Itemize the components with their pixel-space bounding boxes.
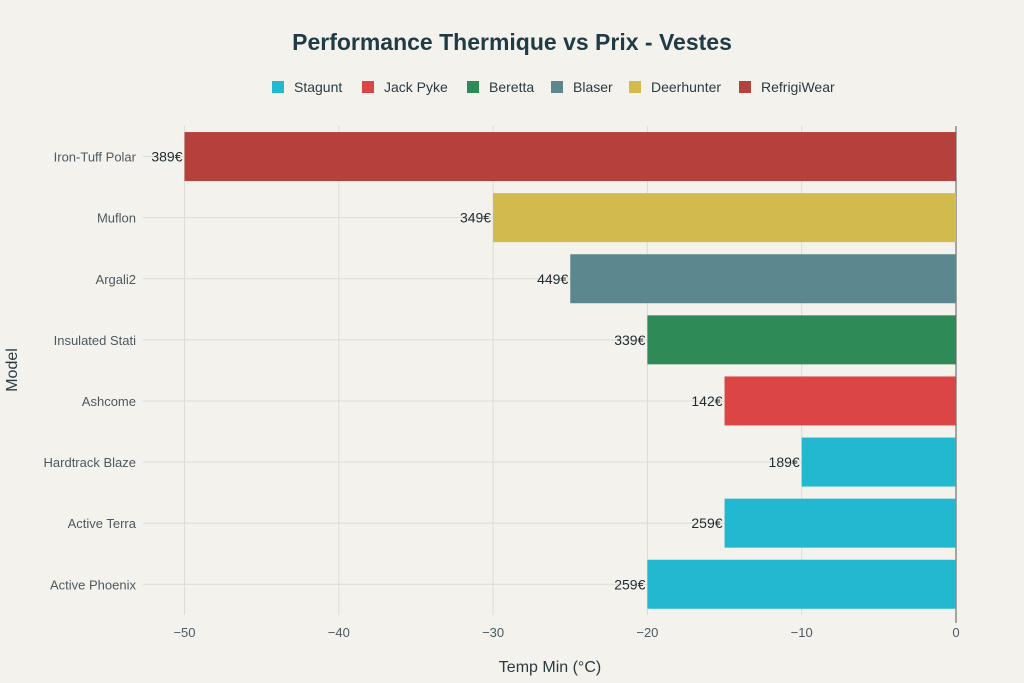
legend-swatch-blaser (551, 81, 563, 93)
bar-data-label: 142€ (691, 393, 722, 409)
legend-swatch-deerhunter (629, 81, 641, 93)
x-tick-label: −10 (791, 625, 813, 640)
legend: Stagunt Jack Pyke Beretta Blaser Deerhunter R… (272, 79, 835, 95)
y-axis-labels: Iron-Tuff Polar Muflon Argali2 Insulated St… (44, 150, 137, 593)
bar-data-label: 349€ (460, 210, 491, 226)
bar (493, 193, 956, 243)
bar (801, 437, 956, 487)
x-axis-labels: −50 −40 −30 −20 −10 0 (173, 625, 959, 640)
bar (647, 559, 956, 609)
y-axis-title: Model (4, 348, 21, 392)
bar (570, 254, 956, 304)
bar-data-label: 389€ (151, 149, 182, 165)
x-tick-label: −30 (482, 625, 504, 640)
bar (647, 315, 956, 365)
x-tick-label: −20 (636, 625, 658, 640)
bar-data-label: 189€ (769, 454, 800, 470)
bar-data-label: 449€ (537, 271, 568, 287)
y-tick-label: Active Terra (68, 516, 137, 531)
legend-swatch-beretta (467, 81, 479, 93)
y-tick-label: Insulated Stati (54, 333, 136, 348)
x-tick-label: −40 (328, 625, 350, 640)
legend-label: Deerhunter (651, 79, 721, 95)
x-tick-label: −50 (173, 625, 195, 640)
y-tick-label: Muflon (97, 211, 136, 226)
bar-data-label: 339€ (614, 332, 645, 348)
y-tick-label: Active Phoenix (50, 577, 136, 592)
legend-label: Stagunt (294, 79, 342, 95)
legend-swatch-jack-pyke (362, 81, 374, 93)
legend-label: Jack Pyke (384, 79, 448, 95)
bars: 389€ 349€ 449€ 339€ 142€ 189€ 259€ 259€ (151, 132, 956, 609)
bar-data-label: 259€ (614, 576, 645, 592)
legend-label: RefrigiWear (761, 79, 835, 95)
y-tick-label: Iron-Tuff Polar (54, 150, 137, 165)
legend-swatch-stagunt (272, 81, 284, 93)
bar (724, 498, 956, 548)
legend-label: Beretta (489, 79, 534, 95)
legend-swatch-refrigiwear (739, 81, 751, 93)
bar (184, 132, 956, 182)
bar-data-label: 259€ (691, 515, 722, 531)
chart-title: Performance Thermique vs Prix - Vestes (292, 29, 732, 55)
bar (724, 376, 956, 426)
y-tick-label: Argali2 (96, 272, 136, 287)
y-tick-label: Ashcome (82, 394, 136, 409)
y-tick-label: Hardtrack Blaze (44, 455, 136, 470)
x-tick-label: 0 (952, 625, 959, 640)
legend-label: Blaser (573, 79, 613, 95)
x-axis-title: Temp Min (°C) (499, 659, 601, 676)
